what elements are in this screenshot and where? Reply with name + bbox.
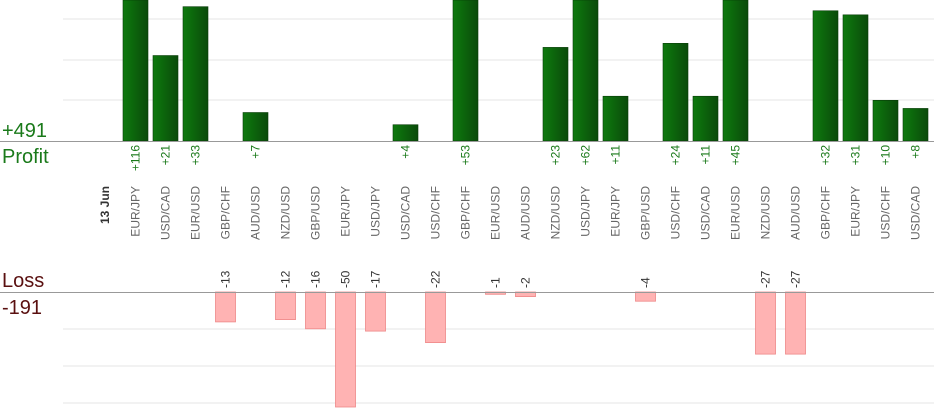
category-labels: EUR/JPY USD/CAD EUR/USD GBP/CHF AUD/USD NZD/U… [129, 186, 923, 240]
category-tick-label: EUR/JPY [849, 186, 863, 237]
category-tick-label: USD/CHF [429, 186, 443, 239]
loss-label: Loss [2, 270, 44, 292]
loss-bars [215, 291, 806, 408]
profit-value-label: +7 [249, 145, 263, 159]
loss-value-label: -27 [759, 270, 773, 288]
profit-value-label: +116 [129, 145, 143, 171]
profit-value-label: +62 [579, 145, 593, 166]
loss-value-label: -2 [519, 277, 533, 288]
loss-value-labels: -13 -12 -16 -50 -17 -22 -1 -2 -4 -27 -27 [219, 270, 803, 288]
category-tick-label: USD/CAD [909, 186, 923, 240]
profit-value-label: +33 [189, 145, 203, 166]
category-tick-label: USD/JPY [369, 186, 383, 237]
category-tick-label: USD/CAD [159, 186, 173, 240]
profit-value-labels: +116 +21 +33 +7 +4 +53 +23 +62 +11 +24 +11 +45 +32 +3… [129, 145, 923, 171]
category-tick-label: USD/JPY [579, 186, 593, 237]
category-tick-label: EUR/JPY [609, 186, 623, 237]
loss-bar [365, 291, 386, 332]
profit-value-label: +31 [849, 145, 863, 166]
profit-bar [452, 0, 479, 142]
profit-value-label: +23 [549, 145, 563, 166]
loss-value-label: -22 [429, 270, 443, 288]
profit-bar [572, 0, 599, 142]
profit-bar [692, 95, 719, 142]
category-tick-label: USD/CHF [879, 186, 893, 239]
category-tick-label: GBP/CHF [819, 186, 833, 239]
loss-bar [275, 291, 296, 321]
loss-value-label: -4 [639, 277, 653, 288]
profit-value-label: +45 [729, 145, 743, 166]
profit-bar [902, 108, 929, 142]
category-tick-label: NZD/USD [759, 186, 773, 240]
category-tick-label: EUR/USD [489, 186, 503, 240]
profit-bars [122, 0, 929, 142]
profit-value-label: +11 [609, 145, 623, 165]
loss-bar [785, 291, 806, 355]
loss-bar [215, 291, 236, 323]
profit-value-label: +10 [879, 145, 893, 166]
profit-value-label: +24 [669, 145, 683, 166]
profit-bar [182, 6, 209, 142]
date-label: 13 Jun [98, 186, 112, 224]
category-tick-label: NZD/USD [279, 186, 293, 240]
profit-value-label: +8 [909, 145, 923, 159]
category-tick-label: GBP/USD [639, 186, 653, 240]
loss-bar [635, 291, 656, 302]
category-tick-label: GBP/CHF [219, 186, 233, 239]
profit-value-label: +32 [819, 145, 833, 166]
profit-bar [122, 0, 149, 142]
loss-value-label: -17 [369, 270, 383, 288]
loss-total: -191 [2, 297, 42, 319]
loss-value-label: -12 [279, 270, 293, 288]
profit-bar [392, 124, 419, 142]
category-tick-label: USD/CAD [699, 186, 713, 240]
loss-bar [425, 291, 446, 343]
profit-bar [542, 47, 569, 142]
profit-value-label: +4 [399, 145, 413, 159]
category-tick-label: EUR/JPY [339, 186, 353, 237]
profit-bar [872, 100, 899, 142]
category-tick-label: AUD/USD [789, 186, 803, 240]
category-tick-label: EUR/JPY [129, 186, 143, 237]
profit-value-label: +21 [159, 145, 173, 166]
loss-value-label: -16 [309, 270, 323, 288]
profit-bar [152, 55, 179, 142]
profit-value-label: +11 [699, 145, 713, 165]
loss-bar [335, 291, 356, 408]
category-tick-label: EUR/USD [189, 186, 203, 240]
category-tick-label: AUD/USD [249, 186, 263, 240]
profit-bar [662, 43, 689, 142]
loss-value-label: -13 [219, 270, 233, 288]
loss-bar [305, 291, 326, 330]
category-tick-label: AUD/USD [519, 186, 533, 240]
profit-bar [812, 10, 839, 142]
category-tick-label: GBP/CHF [459, 186, 473, 239]
category-tick-label: GBP/USD [309, 186, 323, 240]
profit-bar [602, 95, 629, 142]
loss-value-label: -1 [489, 277, 503, 288]
category-tick-label: NZD/USD [549, 186, 563, 240]
category-tick-label: USD/CHF [669, 186, 683, 239]
profit-bar [842, 14, 869, 142]
profit-bar [242, 112, 269, 142]
category-tick-label: EUR/USD [729, 186, 743, 240]
profit-bar [722, 0, 749, 142]
profit-value-label: +53 [459, 145, 473, 166]
profit-total: +491 [2, 120, 47, 142]
category-tick-label: USD/CAD [399, 186, 413, 240]
loss-bar [755, 291, 776, 355]
profit-label: Profit [2, 146, 49, 168]
loss-value-label: -50 [339, 270, 353, 288]
loss-value-label: -27 [789, 270, 803, 288]
